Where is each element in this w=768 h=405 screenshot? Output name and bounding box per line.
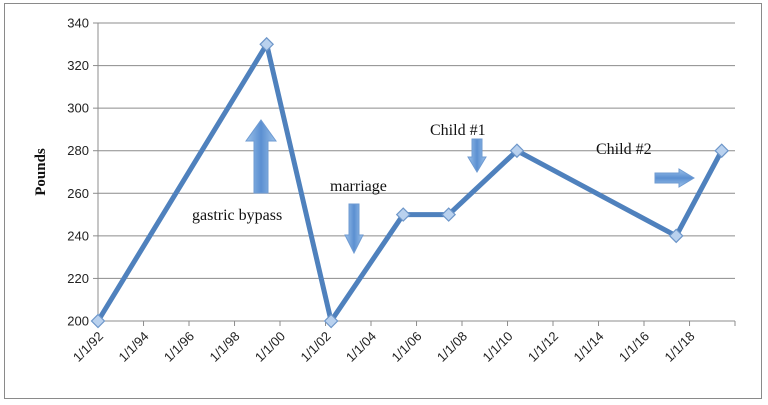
y-tick-label: 300 [67, 101, 89, 116]
y-tick-label: 260 [67, 186, 89, 201]
x-tick-label: 1/1/98 [206, 329, 242, 365]
x-tick-label: 1/1/08 [434, 329, 470, 365]
x-tick-label: 1/1/12 [525, 329, 561, 365]
y-tick-label: 220 [67, 271, 89, 286]
annotation-child-1: Child #1 [430, 122, 486, 139]
annotation-child-2: Child #2 [596, 141, 652, 158]
x-tick-label: 1/1/06 [388, 329, 424, 365]
x-tick-label: 1/1/02 [297, 329, 333, 365]
x-tick-label: 1/1/10 [479, 329, 515, 365]
y-tick-label: 340 [67, 16, 89, 31]
annotation-gastric-bypass: gastric bypass [192, 207, 282, 224]
data-point-marker [323, 313, 339, 329]
y-tick-label: 200 [67, 314, 89, 329]
x-tick-label: 1/1/94 [115, 329, 151, 365]
down-arrow-icon [344, 203, 364, 255]
y-tick-label: 240 [67, 228, 89, 243]
data-point-marker [714, 143, 730, 159]
x-tick-label: 1/1/92 [70, 329, 106, 365]
x-tick-label: 1/1/00 [252, 329, 288, 365]
up-arrow-icon [245, 119, 277, 194]
x-tick-label: 1/1/96 [161, 329, 197, 365]
annotation-marriage: marriage [330, 178, 387, 195]
x-tick-label: 1/1/04 [343, 329, 379, 365]
down-arrow-icon [467, 138, 487, 173]
data-point-marker [509, 143, 525, 159]
y-tick-label: 280 [67, 143, 89, 158]
y-axis-title: Pounds [33, 148, 49, 196]
data-point-marker [259, 36, 275, 52]
data-point-marker [441, 207, 457, 222]
x-tick-label: 1/1/16 [616, 329, 652, 365]
right-arrow-icon [654, 168, 695, 188]
data-point-marker [395, 207, 411, 222]
x-tick-label: 1/1/18 [661, 329, 697, 365]
data-point-marker [90, 313, 106, 329]
data-point-marker [668, 228, 684, 244]
series-line [95, 41, 725, 324]
chart-frame [4, 3, 762, 399]
y-tick-label: 320 [67, 58, 89, 73]
x-tick-label: 1/1/14 [570, 329, 606, 365]
